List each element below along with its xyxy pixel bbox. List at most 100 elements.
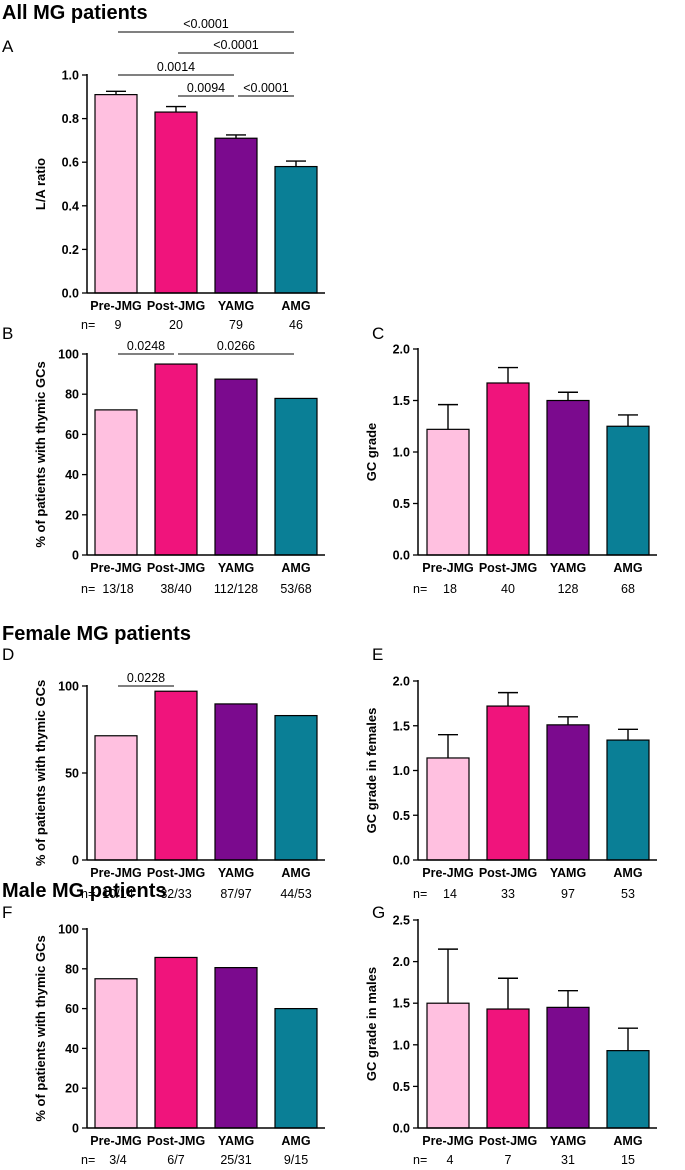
bar-A-3 [274,165,318,294]
y-tick-label-A-5: 1.0 [62,69,79,83]
x-tick-label-B-3: AMG [281,561,310,575]
p-value-D-0: 0.0228 [127,671,165,685]
bar-B-2 [214,378,258,556]
n-value-C-0: 18 [443,582,457,596]
panel-A: A 0.0 0.2 0.4 0.6 0.8 1.0 L/A ratio Pre-JMG Post-… [2,17,325,332]
charts-layer: A 0.0 0.2 0.4 0.6 0.8 1.0 L/A ratio Pre-JMG Post-… [2,17,657,1167]
panel-letter-D: D [2,645,14,664]
bar-G-0 [426,1002,470,1129]
bar-F-2 [214,967,258,1129]
n-value-B-1: 38/40 [160,582,191,596]
panel-D: D 0 50 100 % of patients with thymic GCs Pre-… [2,645,325,901]
x-tick-label-B-0: Pre-JMG [90,561,141,575]
n-value-F-2: 25/31 [220,1153,251,1167]
y-tick-label-G-1: 0.5 [393,1080,410,1094]
bar-F-3 [274,1007,318,1129]
n-label-A: n= [81,318,95,332]
x-tick-label-E-1: Post-JMG [479,866,537,880]
bar-G-3 [606,1050,650,1129]
bar-C-0 [426,428,470,556]
n-label-C: n= [413,582,427,596]
n-value-D-1: 32/33 [160,887,191,901]
n-value-C-2: 128 [558,582,579,596]
n-value-C-3: 68 [621,582,635,596]
n-label-E: n= [413,887,427,901]
y-tick-label-A-4: 0.8 [62,112,79,126]
p-value-A-0: <0.0001 [183,17,229,31]
x-tick-label-D-0: Pre-JMG [90,866,141,880]
x-tick-label-C-1: Post-JMG [479,561,537,575]
n-value-D-0: 10/14 [102,887,133,901]
bar-C-3 [606,425,650,556]
y-tick-label-G-4: 2.0 [393,955,410,969]
n-value-D-2: 87/97 [220,887,251,901]
bar-D-1 [154,690,198,861]
x-tick-label-G-0: Pre-JMG [422,1134,473,1148]
y-tick-label-B-2: 40 [65,468,79,482]
panel-letter-A: A [2,37,14,56]
n-value-A-3: 46 [289,318,303,332]
n-label-D: n= [81,887,95,901]
n-value-E-1: 33 [501,887,515,901]
y-tick-label-D-0: 0 [72,854,79,868]
bar-E-2 [546,724,590,861]
y-tick-label-B-5: 100 [58,348,79,362]
p-value-A-2: 0.0014 [157,60,195,74]
y-tick-label-B-1: 20 [65,508,79,522]
x-tick-label-C-3: AMG [613,561,642,575]
bar-D-3 [274,714,318,861]
x-tick-label-G-2: YAMG [550,1134,586,1148]
y-tick-label-A-1: 0.2 [62,243,79,257]
y-tick-label-F-3: 60 [65,1002,79,1016]
panel-letter-C: C [372,324,384,343]
x-tick-label-D-1: Post-JMG [147,866,205,880]
y-tick-label-A-0: 0.0 [62,287,79,301]
n-value-G-1: 7 [505,1153,512,1167]
y-tick-label-C-0: 0.0 [393,549,410,563]
x-tick-label-A-1: Post-JMG [147,299,205,313]
section-title-all: All MG patients [2,2,148,24]
y-axis-label-E: GC grade in females [364,708,379,834]
x-tick-label-F-2: YAMG [218,1134,254,1148]
x-tick-label-E-2: YAMG [550,866,586,880]
n-value-C-1: 40 [501,582,515,596]
y-tick-label-E-0: 0.0 [393,854,410,868]
y-tick-label-F-2: 40 [65,1042,79,1056]
y-tick-label-A-2: 0.4 [62,199,79,213]
bar-G-2 [546,1006,590,1129]
n-value-E-2: 97 [561,887,575,901]
y-tick-label-A-3: 0.6 [62,156,79,170]
y-tick-label-G-5: 2.5 [393,914,410,928]
n-value-A-2: 79 [229,318,243,332]
n-label-B: n= [81,582,95,596]
p-value-B-0: 0.0248 [127,339,165,353]
x-tick-label-D-2: YAMG [218,866,254,880]
bar-E-3 [606,739,650,861]
bar-B-1 [154,363,198,556]
n-value-G-3: 15 [621,1153,635,1167]
n-value-F-3: 9/15 [284,1153,308,1167]
y-tick-label-B-3: 60 [65,428,79,442]
x-tick-label-E-3: AMG [613,866,642,880]
panel-E: E 0.0 0.5 1.0 1.5 2.0 GC grade in females Pre-J… [364,645,657,901]
section-title-male: Male MG patients [2,880,166,902]
y-axis-label-B: % of patients with thymic GCs [33,361,48,547]
n-value-B-0: 13/18 [102,582,133,596]
x-tick-label-A-3: AMG [281,299,310,313]
y-tick-label-F-1: 20 [65,1082,79,1096]
y-axis-label-C: GC grade [364,423,379,482]
y-tick-label-D-1: 50 [65,767,79,781]
x-tick-label-F-1: Post-JMG [147,1134,205,1148]
panel-G: G 0.0 0.5 1.0 1.5 2.0 2.5 GC grade in males Pre-… [364,903,657,1167]
x-tick-label-C-0: Pre-JMG [422,561,473,575]
bar-C-1 [486,382,530,556]
n-value-D-3: 44/53 [280,887,311,901]
p-value-A-3: 0.0094 [187,81,225,95]
y-tick-label-B-4: 80 [65,388,79,402]
panel-letter-G: G [372,903,385,922]
bar-D-0 [94,735,138,861]
bar-G-1 [486,1008,530,1129]
y-tick-label-F-0: 0 [72,1122,79,1136]
n-value-B-3: 53/68 [280,582,311,596]
